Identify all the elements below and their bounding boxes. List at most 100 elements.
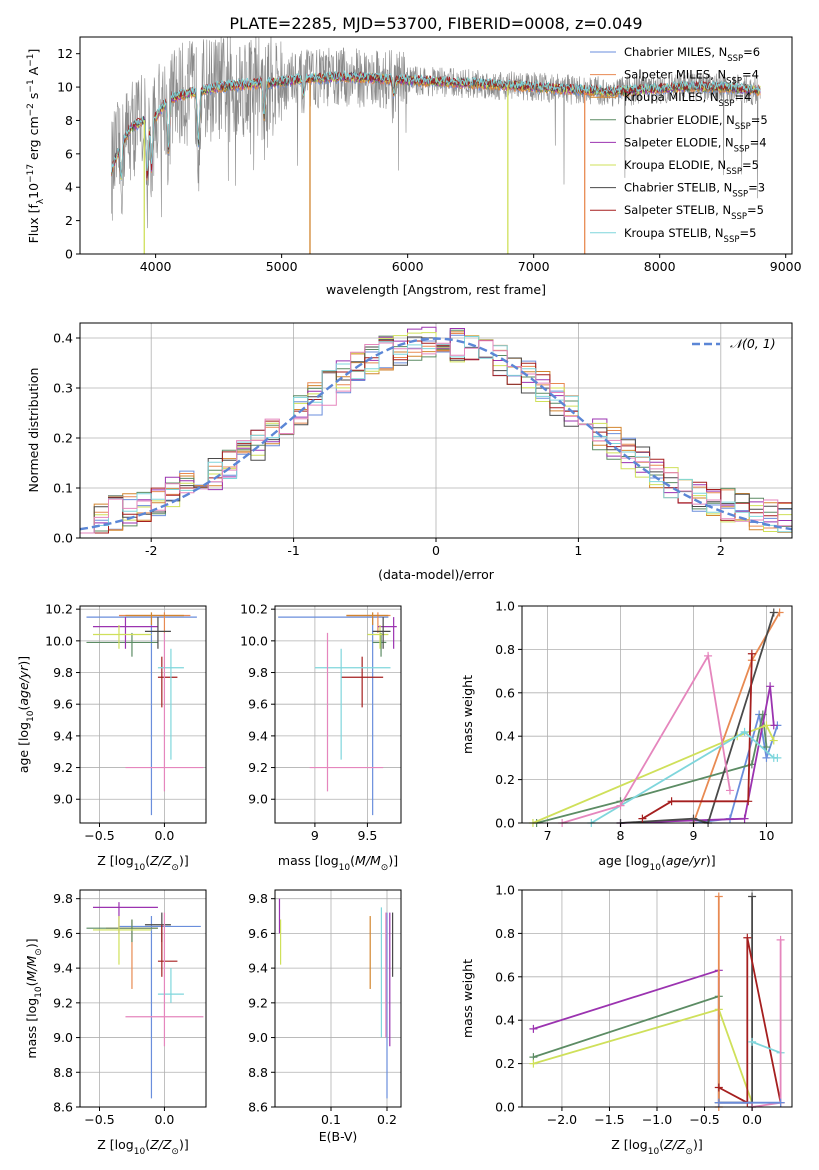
data-point-marker [776, 1098, 785, 1107]
legend-label: Salpeter ELODIE, NSSP=4 [624, 135, 767, 154]
data-point-marker [529, 1059, 538, 1068]
axis-label: mass [log10(M/M⊙)] [278, 853, 398, 873]
data-point-marker [740, 814, 749, 823]
data-point-marker [748, 1037, 757, 1046]
y-tick-label: 0.2 [495, 1056, 515, 1071]
legend-label: Salpeter STELIB, NSSP=5 [624, 203, 764, 222]
x-tick-label: 9 [690, 828, 698, 843]
x-tick-label: 10 [759, 828, 775, 843]
y-tick-label: 1.0 [495, 883, 515, 898]
axis-label: Z [log10(Z/Z⊙)] [611, 1137, 702, 1157]
data-point-marker [638, 814, 647, 823]
data-point-marker [744, 797, 753, 806]
mass-weight-line [620, 612, 775, 825]
data-point-marker [762, 721, 771, 730]
y-tick-label: 9.4 [248, 728, 268, 743]
data-point-marker [714, 892, 723, 901]
x-tick-label: -1 [287, 543, 299, 558]
x-tick-label: 2 [717, 543, 725, 558]
y-tick-label: 9.8 [53, 891, 73, 906]
x-tick-label: 9.5 [357, 828, 377, 843]
y-tick-label: 9.2 [53, 995, 73, 1010]
y-tick-label: 0.3 [53, 381, 73, 396]
y-tick-label: 10.2 [45, 602, 73, 617]
x-tick-label: 0.0 [742, 1112, 762, 1127]
y-tick-label: 0 [65, 247, 73, 262]
x-tick-label: 8000 [644, 259, 676, 274]
axis-label: mass [log10(M/M⊙)] [24, 938, 44, 1058]
legend-label: Chabrier STELIB, NSSP=3 [624, 181, 765, 200]
y-tick-label: 9.4 [53, 728, 73, 743]
spectrum-panel: 4000 5000 6000 7000 8000 9000 0 2 4 6 8 10 12 wavelen… [26, 36, 802, 297]
data-point-marker [725, 786, 734, 795]
y-axis-label: mass weight [460, 675, 475, 754]
x-tick-label: −0.5 [84, 1112, 114, 1127]
x-tick-label: 0 [432, 543, 440, 558]
y-tick-label: 9.0 [248, 792, 268, 807]
axes-frame [79, 889, 207, 1108]
x-tick-label: 7000 [518, 259, 550, 274]
y-tick-label: 10.0 [45, 633, 73, 648]
y-axis-label: mass weight [460, 959, 475, 1038]
data-point-marker [689, 814, 698, 823]
data-point-marker [714, 1083, 723, 1092]
histogram-step-line [80, 340, 792, 534]
legend-label: 𝒩(0, 1) [730, 336, 776, 351]
x-tick-label: 1 [574, 543, 582, 558]
y-tick-label: 9.2 [53, 760, 73, 775]
legend-label: Chabrier MILES, NSSP=6 [624, 45, 760, 64]
residual-histogram-panel: -2 -1 0 1 2 0.0 0.1 0.2 0.3 0.4 (data-model)/error… [26, 322, 793, 582]
y-tick-label: 0.0 [495, 1100, 515, 1115]
axes-frame [274, 605, 402, 824]
data-point-marker [529, 1024, 538, 1033]
y-tick-label: 0.1 [53, 481, 73, 496]
y-tick-label: 4 [65, 180, 73, 195]
y-tick-label: 12 [57, 46, 73, 61]
observed-spectrum-line [111, 37, 761, 229]
x-tick-label: 9 [311, 828, 319, 843]
axis-label: age [log10(age/yr)] [598, 853, 715, 873]
x-tick-label: −2.0 [547, 1112, 577, 1127]
data-point-marker [773, 753, 782, 762]
axis-label: age [log10(age/yr)] [16, 656, 36, 773]
y-tick-label: 9.0 [53, 792, 73, 807]
x-tick-label: 0.1 [321, 1112, 341, 1127]
axes-frame [521, 605, 793, 824]
legend-label: Kroupa MILES, NSSP=4 [624, 90, 751, 109]
x-tick-label: 0.0 [154, 828, 174, 843]
data-point-marker [616, 801, 625, 810]
y-tick-label: 9.8 [53, 665, 73, 680]
data-point-marker [762, 753, 771, 762]
y-tick-label: 9.6 [53, 697, 73, 712]
legend-label: Kroupa ELODIE, NSSP=5 [624, 158, 759, 177]
x-tick-label: 4000 [140, 259, 172, 274]
y-tick-label: 8.8 [248, 1065, 268, 1080]
y-tick-label: 2 [65, 213, 73, 228]
y-tick-label: 0.8 [495, 926, 515, 941]
mass-weight-vs-metallicity-panel: −2.0 −1.5 −1.0 −0.5 0.0 0.0 0.2 0.4 0.6 0.8 1.0 Z [… [460, 883, 793, 1157]
y-tick-label: 10 [57, 80, 73, 95]
data-point-marker [748, 892, 757, 901]
y-tick-label: 9.0 [248, 1030, 268, 1045]
x-tick-label: 5000 [266, 259, 298, 274]
data-point-marker [714, 1098, 723, 1107]
mass-weight-line [620, 686, 775, 824]
y-tick-label: 8 [65, 113, 73, 128]
y-tick-label: 0.2 [53, 431, 73, 446]
mass-vs-metallicity-panel: −0.5 0.0 8.6 8.8 9.0 9.2 9.4 9.6 9.8 Z [log10(Z/Z… [24, 889, 207, 1157]
y-tick-label: 0.4 [495, 729, 515, 744]
y-tick-label: 0.6 [495, 685, 515, 700]
model-spectrum-line [111, 71, 761, 179]
x-axis-label: wavelength [Angstrom, rest frame] [326, 282, 546, 297]
model-spectrum-line [111, 70, 761, 179]
data-point-marker [704, 651, 713, 660]
y-tick-label: 9.4 [248, 961, 268, 976]
figure-title: PLATE=2285, MJD=53700, FIBERID=0008, z=0… [229, 14, 642, 33]
x-tick-label: −1.0 [642, 1112, 672, 1127]
data-point-marker [769, 608, 778, 617]
x-tick-label: −1.5 [594, 1112, 624, 1127]
y-tick-label: 8.6 [248, 1100, 268, 1115]
age-vs-mass-panel: 9 9.5 9.0 9.2 9.4 9.6 9.8 10.0 10.2 mass [log10(M… [240, 602, 402, 873]
data-point-marker [740, 727, 749, 736]
